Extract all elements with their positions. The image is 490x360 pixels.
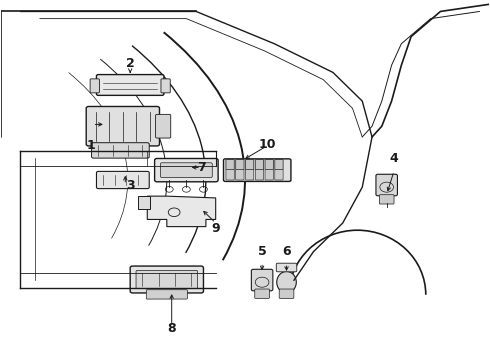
- FancyBboxPatch shape: [245, 159, 254, 170]
- FancyBboxPatch shape: [251, 269, 273, 291]
- Text: 2: 2: [126, 57, 135, 70]
- Text: 8: 8: [168, 322, 176, 335]
- FancyBboxPatch shape: [92, 143, 149, 158]
- Text: 4: 4: [390, 152, 398, 165]
- FancyBboxPatch shape: [236, 170, 244, 180]
- FancyBboxPatch shape: [265, 170, 273, 180]
- FancyBboxPatch shape: [226, 159, 234, 170]
- Text: 9: 9: [211, 222, 220, 235]
- FancyBboxPatch shape: [161, 79, 170, 93]
- FancyBboxPatch shape: [90, 79, 99, 93]
- Text: 6: 6: [282, 245, 291, 258]
- FancyBboxPatch shape: [223, 159, 291, 181]
- FancyBboxPatch shape: [265, 159, 273, 170]
- FancyBboxPatch shape: [279, 289, 294, 298]
- FancyBboxPatch shape: [130, 266, 203, 293]
- FancyBboxPatch shape: [255, 289, 270, 298]
- Polygon shape: [147, 196, 216, 226]
- FancyBboxPatch shape: [255, 170, 264, 180]
- Polygon shape: [138, 196, 150, 209]
- Ellipse shape: [277, 271, 296, 293]
- FancyBboxPatch shape: [236, 159, 244, 170]
- Text: 10: 10: [258, 138, 276, 150]
- Text: 3: 3: [126, 179, 134, 192]
- FancyBboxPatch shape: [156, 114, 171, 138]
- Text: 1: 1: [87, 139, 96, 152]
- FancyBboxPatch shape: [379, 195, 394, 204]
- FancyBboxPatch shape: [136, 270, 197, 289]
- FancyBboxPatch shape: [275, 170, 283, 180]
- Text: 5: 5: [258, 245, 267, 258]
- FancyBboxPatch shape: [276, 263, 297, 272]
- FancyBboxPatch shape: [255, 159, 264, 170]
- FancyBboxPatch shape: [97, 171, 149, 189]
- FancyBboxPatch shape: [245, 170, 254, 180]
- FancyBboxPatch shape: [160, 163, 212, 177]
- FancyBboxPatch shape: [155, 158, 218, 182]
- FancyBboxPatch shape: [376, 174, 397, 196]
- FancyBboxPatch shape: [226, 170, 234, 180]
- FancyBboxPatch shape: [147, 290, 187, 299]
- FancyBboxPatch shape: [97, 75, 164, 95]
- FancyBboxPatch shape: [275, 159, 283, 170]
- FancyBboxPatch shape: [86, 107, 159, 146]
- Text: 7: 7: [196, 161, 205, 174]
